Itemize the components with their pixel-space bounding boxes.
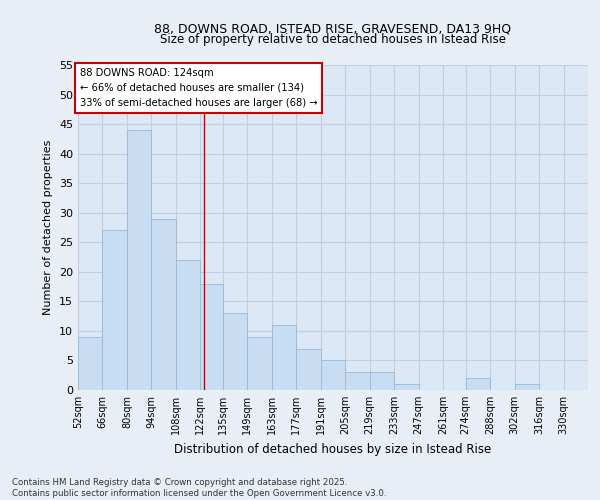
Bar	[370, 372, 394, 390]
Bar	[247, 337, 272, 390]
Bar	[321, 360, 345, 390]
Bar	[296, 348, 321, 390]
Text: Contains HM Land Registry data © Crown copyright and database right 2025.
Contai: Contains HM Land Registry data © Crown c…	[12, 478, 386, 498]
Bar	[345, 372, 370, 390]
Bar	[200, 284, 223, 390]
Bar	[78, 337, 103, 390]
Text: 88 DOWNS ROAD: 124sqm
← 66% of detached houses are smaller (134)
33% of semi-det: 88 DOWNS ROAD: 124sqm ← 66% of detached …	[80, 68, 317, 108]
Bar	[103, 230, 127, 390]
X-axis label: Distribution of detached houses by size in Istead Rise: Distribution of detached houses by size …	[175, 442, 491, 456]
Bar	[176, 260, 200, 390]
Bar	[272, 325, 296, 390]
Text: 88, DOWNS ROAD, ISTEAD RISE, GRAVESEND, DA13 9HQ: 88, DOWNS ROAD, ISTEAD RISE, GRAVESEND, …	[154, 22, 512, 36]
Bar	[515, 384, 539, 390]
Bar	[394, 384, 419, 390]
Y-axis label: Number of detached properties: Number of detached properties	[43, 140, 53, 315]
Bar	[151, 218, 176, 390]
Bar	[127, 130, 151, 390]
Bar	[466, 378, 490, 390]
Bar	[223, 313, 247, 390]
Text: Size of property relative to detached houses in Istead Rise: Size of property relative to detached ho…	[160, 32, 506, 46]
